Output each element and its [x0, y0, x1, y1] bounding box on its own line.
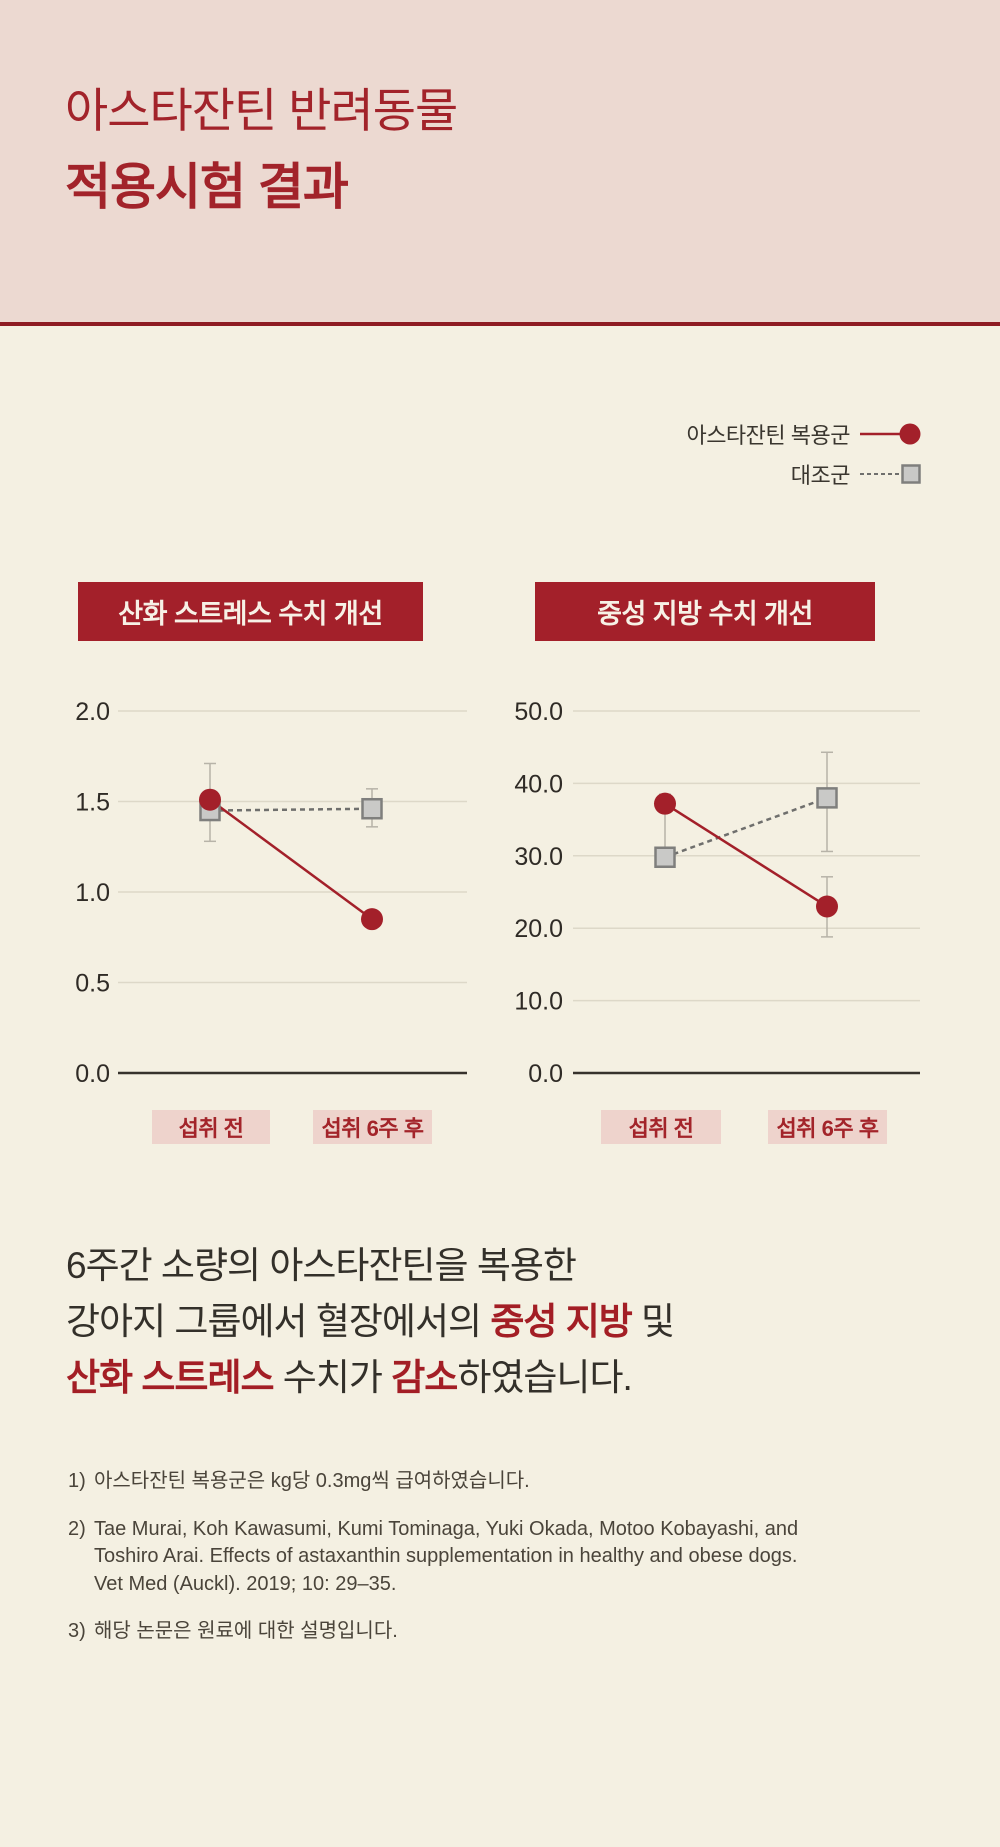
y-tick-label: 1.0: [75, 879, 110, 907]
footnote-1: 1) 아스타잔틴 복용군은 kg당 0.3mg씩 급여하였습니다.: [68, 1468, 848, 1496]
y-tick-label: 10.0: [514, 988, 563, 1016]
summary-segment: 6주간 소량의 아스타잔틴을 복용한: [66, 1245, 577, 1286]
astaxanthin-data-point: [199, 788, 221, 811]
category-badge: 섭취 6주 후: [313, 1110, 432, 1144]
footnote-number: 3): [68, 1620, 86, 1642]
footnote-3: 3) 해당 논문은 원료에 대한 설명입니다.: [68, 1618, 848, 1646]
footnotes: 1) 아스타잔틴 복용군은 kg당 0.3mg씩 급여하였습니다. 2) Tae…: [68, 1468, 848, 1666]
y-tick-label: 20.0: [514, 915, 563, 943]
footnote-2: 2) Tae Murai, Koh Kawasumi, Kumi Tominag…: [68, 1516, 848, 1599]
category-badge: 섭취 전: [601, 1110, 721, 1144]
y-tick-label: 2.0: [75, 698, 110, 726]
y-tick-label: 30.0: [514, 843, 563, 871]
summary-segment: 및: [631, 1301, 675, 1342]
astaxanthin-data-point: [654, 792, 676, 815]
page-title-line1: 아스타잔틴 반려동물: [65, 84, 458, 137]
control-data-point: [361, 797, 383, 820]
footnote-text: Tae Murai, Koh Kawasumi, Kumi Tominaga, …: [94, 1516, 848, 1599]
summary-highlight-triglyceride: 중성 지방: [490, 1301, 632, 1342]
footnote-text: 아스타잔틴 복용군은 kg당 0.3mg씩 급여하였습니다.: [94, 1468, 848, 1496]
y-tick-label: 40.0: [514, 770, 563, 798]
category-badge: 섭취 전: [152, 1110, 270, 1144]
summary-highlight-decrease: 감소: [391, 1357, 458, 1398]
summary-segment: 수치가: [273, 1357, 392, 1398]
category-badge: 섭취 6주 후: [768, 1110, 887, 1144]
chart-triglyceride: 중성 지방 수치 개선 0.0 10.0 20.0 30.0 40.0 50.0 섭취 전…: [475, 582, 935, 1167]
control-data-point: [654, 846, 676, 868]
chart-oxidative-stress: 산화 스트레스 수치 개선 0.0 0.5 1.0 1.5 2.0 섭취 전 섭취 6주 …: [65, 582, 467, 1167]
footnote-number: 2): [68, 1517, 86, 1540]
summary-segment: 하였습니다.: [457, 1357, 632, 1398]
summary-highlight-oxidative-stress: 산화 스트레스: [66, 1357, 275, 1398]
y-tick-label: 50.0: [514, 698, 563, 726]
chart-title: 중성 지방 수치 개선: [597, 599, 813, 629]
footnote-line: Vet Med (Auckl). 2019; 10: 29–35.: [94, 1572, 397, 1595]
footnote-text: 해당 논문은 원료에 대한 설명입니다.: [94, 1618, 848, 1646]
y-tick-label: 0.0: [528, 1060, 563, 1088]
y-tick-label: 1.5: [75, 789, 110, 817]
legend-row-astaxanthin: 아스타잔틴 복용군: [686, 414, 922, 454]
control-legend-marker-icon: [860, 464, 921, 484]
astaxanthin-data-point: [361, 908, 383, 931]
footnote-line: Tae Murai, Koh Kawasumi, Kumi Tominaga, …: [94, 1517, 799, 1540]
chart-legend: 아스타잔틴 복용군 대조군: [686, 414, 922, 494]
control-data-point: [816, 787, 838, 809]
astaxanthin-data-point: [816, 895, 838, 918]
legend-row-control: 대조군: [686, 454, 922, 494]
chart-plot-area: 0.0 10.0 20.0 30.0 40.0 50.0: [514, 698, 920, 1088]
chart-title: 산화 스트레스 수치 개선: [118, 599, 383, 629]
summary-segment: 강아지 그룹에서 혈장에서의: [66, 1301, 491, 1342]
legend-label-control: 대조군: [790, 463, 851, 488]
chart-title-bar: 산화 스트레스 수치 개선: [78, 582, 423, 641]
footnote-line: 아스타잔틴 복용군은 kg당 0.3mg씩 급여하였습니다.: [94, 1470, 530, 1492]
footnote-line: 해당 논문은 원료에 대한 설명입니다.: [94, 1620, 398, 1642]
footnote-number: 1): [68, 1470, 86, 1492]
astaxanthin-legend-marker-icon: [860, 423, 921, 445]
chart-plot-area: 0.0 0.5 1.0 1.5 2.0: [75, 698, 467, 1088]
y-tick-label: 0.5: [75, 970, 110, 998]
legend-label-astaxanthin: 아스타잔틴 복용군: [686, 423, 850, 448]
y-tick-label: 0.0: [75, 1060, 110, 1088]
footnote-line: Toshiro Arai. Effects of astaxanthin sup…: [94, 1545, 798, 1567]
page-title-line2: 적용시험 결과: [65, 159, 349, 215]
chart-title-bar: 중성 지방 수치 개선: [535, 582, 875, 641]
